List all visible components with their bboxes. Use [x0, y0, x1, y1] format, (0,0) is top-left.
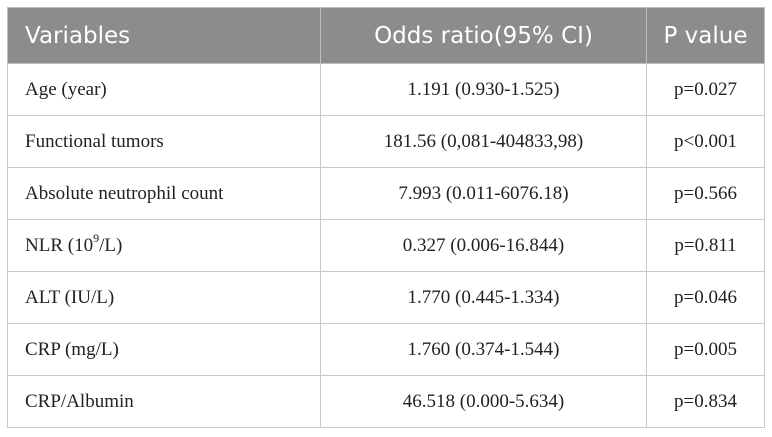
- cell-variable: Age (year): [7, 63, 321, 116]
- cell-odds-ratio: 1.760 (0.374-1.544): [320, 323, 647, 376]
- results-table-container: Variables Odds ratio(95% CI) P value Age…: [7, 7, 765, 428]
- cell-p-value: p=0.005: [646, 323, 765, 376]
- table-row: CRP/Albumin 46.518 (0.000-5.634) p=0.834: [7, 375, 765, 428]
- cell-variable: Functional tumors: [7, 115, 321, 168]
- cell-odds-ratio: 7.993 (0.011-6076.18): [320, 167, 647, 220]
- table-row: Age (year) 1.191 (0.930-1.525) p=0.027: [7, 63, 765, 116]
- table-header: Variables Odds ratio(95% CI) P value: [7, 7, 765, 64]
- header-odds-ratio: Odds ratio(95% CI): [320, 7, 647, 64]
- table-row: NLR (109/L) 0.327 (0.006-16.844) p=0.811: [7, 219, 765, 272]
- variable-suffix: /L): [99, 234, 123, 256]
- cell-odds-ratio: 0.327 (0.006-16.844): [320, 219, 647, 272]
- cell-p-value: p=0.834: [646, 375, 765, 428]
- cell-odds-ratio: 181.56 (0,081-404833,98): [320, 115, 647, 168]
- table-row: Absolute neutrophil count 7.993 (0.011-6…: [7, 167, 765, 220]
- cell-odds-ratio: 1.770 (0.445-1.334): [320, 271, 647, 324]
- table-body: Age (year) 1.191 (0.930-1.525) p=0.027 F…: [7, 63, 765, 428]
- cell-variable: Absolute neutrophil count: [7, 167, 321, 220]
- table-row: ALT (IU/L) 1.770 (0.445-1.334) p=0.046: [7, 271, 765, 324]
- table-row: Functional tumors 181.56 (0,081-404833,9…: [7, 115, 765, 168]
- cell-variable: ALT (IU/L): [7, 271, 321, 324]
- cell-odds-ratio: 46.518 (0.000-5.634): [320, 375, 647, 428]
- cell-variable: CRP/Albumin: [7, 375, 321, 428]
- header-row: Variables Odds ratio(95% CI) P value: [7, 7, 765, 64]
- cell-p-value: p<0.001: [646, 115, 765, 168]
- header-variables: Variables: [7, 7, 321, 64]
- cell-odds-ratio: 1.191 (0.930-1.525): [320, 63, 647, 116]
- cell-p-value: p=0.046: [646, 271, 765, 324]
- cell-p-value: p=0.811: [646, 219, 765, 272]
- header-p-value: P value: [646, 7, 765, 64]
- variable-prefix: NLR (10: [25, 234, 94, 256]
- cell-variable: CRP (mg/L): [7, 323, 321, 376]
- cell-p-value: p=0.027: [646, 63, 765, 116]
- table-row: CRP (mg/L) 1.760 (0.374-1.544) p=0.005: [7, 323, 765, 376]
- cell-variable: NLR (109/L): [7, 219, 321, 272]
- odds-ratio-table: Variables Odds ratio(95% CI) P value Age…: [7, 7, 765, 428]
- cell-p-value: p=0.566: [646, 167, 765, 220]
- variable-superscript: 9: [93, 231, 100, 246]
